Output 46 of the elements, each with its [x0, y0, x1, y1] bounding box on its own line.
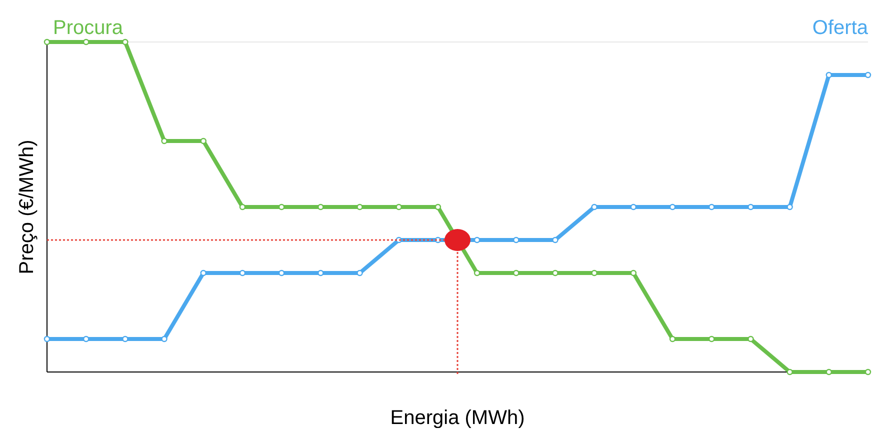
point [708, 336, 715, 342]
point [826, 72, 832, 78]
point [591, 270, 598, 276]
point [161, 138, 168, 144]
point [630, 270, 637, 276]
point [591, 204, 598, 210]
point [44, 336, 50, 342]
series-label: Procura [53, 17, 124, 39]
point [200, 270, 206, 276]
point [513, 236, 520, 244]
point [474, 236, 480, 244]
point [200, 138, 206, 144]
point [82, 336, 90, 342]
point [122, 38, 128, 46]
point [786, 368, 793, 376]
point [122, 336, 128, 342]
point [630, 204, 637, 210]
point [82, 38, 90, 46]
point [513, 270, 520, 276]
point [161, 336, 168, 342]
point [786, 204, 793, 210]
point [44, 38, 50, 46]
point [474, 270, 480, 276]
point [864, 72, 872, 78]
point [864, 368, 872, 376]
y-axis-title: Preço (€/MWh) [16, 140, 38, 274]
point [708, 204, 715, 210]
point [318, 204, 324, 210]
point [239, 270, 246, 276]
point [278, 204, 285, 210]
series-label: Oferta [812, 17, 869, 39]
x-axis-title: Energia (MWh) [390, 407, 525, 429]
point [356, 204, 363, 210]
point [239, 204, 246, 210]
point [669, 336, 676, 342]
point [669, 204, 676, 210]
point [552, 236, 558, 244]
point [748, 336, 754, 342]
point [396, 204, 402, 210]
point [748, 204, 754, 210]
point [278, 270, 285, 276]
point [552, 270, 558, 276]
point [318, 270, 324, 276]
point [434, 204, 442, 210]
point [826, 368, 832, 376]
point [356, 270, 363, 276]
